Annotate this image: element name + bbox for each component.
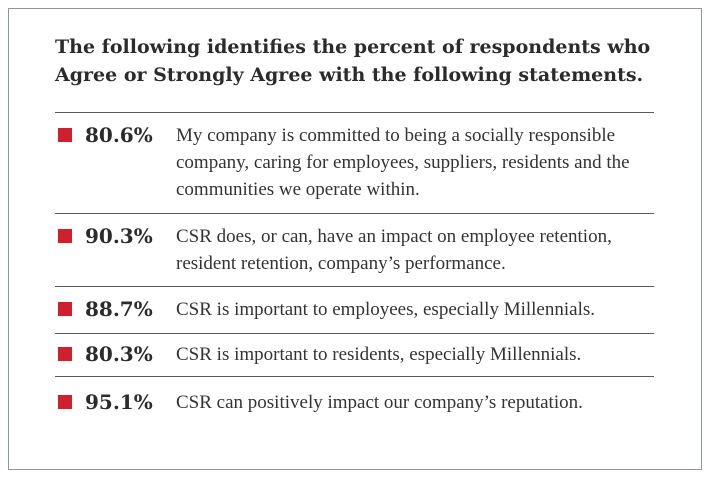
red-square-marker [58,347,72,361]
statement-text: CSR does, or can, have an impact on empl… [176,226,612,274]
divider [55,286,654,287]
statement-text: My company is committed to being a socia… [176,125,630,200]
red-square-marker [58,302,72,316]
statement-text: CSR can positively impact our company’s … [176,392,583,413]
statement-text: CSR is important to residents, especiall… [176,344,582,365]
statement-row: 80.6% My company is committed to being a… [55,122,654,210]
red-square-marker [58,395,72,409]
divider [55,333,654,334]
red-square-marker [58,229,72,243]
panel-heading: The following identifies the percent of … [55,36,651,86]
divider [55,213,654,214]
statement-percent: 90.3% [85,224,153,248]
survey-panel [8,8,702,470]
statement-row: 90.3% CSR does, or can, have an impact o… [55,223,654,281]
statement-row: 80.3% CSR is important to residents, esp… [55,341,654,371]
divider [55,112,654,113]
statement-percent: 80.3% [85,342,153,366]
statement-row: 88.7% CSR is important to employees, esp… [55,296,654,326]
statement-row: 95.1% CSR can positively impact our comp… [55,389,654,419]
statement-percent: 80.6% [85,123,153,147]
divider [55,376,654,377]
statement-percent: 95.1% [85,390,153,414]
red-square-marker [58,128,72,142]
statement-percent: 88.7% [85,297,153,321]
statement-text: CSR is important to employees, especiall… [176,299,596,320]
